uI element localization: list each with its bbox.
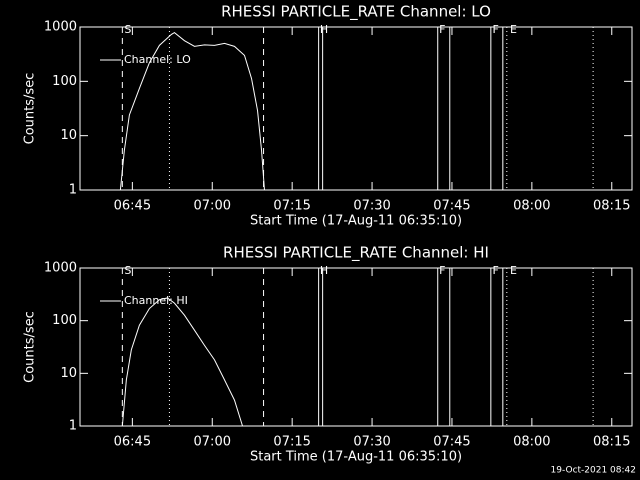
x-tick-label: 07:45 <box>433 199 470 214</box>
x-tick-label: 06:45 <box>114 435 151 450</box>
x-tick-label: 06:45 <box>114 199 151 214</box>
flag-label: H <box>320 264 328 277</box>
plot-frame <box>79 267 633 427</box>
flag-label: F <box>439 23 445 36</box>
x-tick-label: 08:00 <box>513 435 550 450</box>
y-tick-label: 100 <box>52 313 77 328</box>
data-line <box>119 31 265 191</box>
data-line <box>121 297 243 427</box>
footer-date: 19-Oct-2021 08:42 <box>551 466 636 476</box>
x-tick-label: 08:15 <box>593 435 630 450</box>
chart-title: RHESSI PARTICLE_RATE Channel: LO <box>221 3 491 22</box>
chart-title: RHESSI PARTICLE_RATE Channel: HI <box>223 244 489 263</box>
y-tick-label: 10 <box>60 128 77 143</box>
x-tick-label: 07:15 <box>273 199 310 214</box>
x-tick-label: 07:00 <box>194 199 231 214</box>
flag-label: E <box>510 264 517 277</box>
y-axis-label: Counts/sec <box>23 311 38 383</box>
x-tick-label: 07:45 <box>433 435 470 450</box>
flag-label: F <box>439 264 445 277</box>
plot-frame <box>79 26 633 191</box>
x-tick-label: 08:00 <box>513 199 550 214</box>
y-tick-label: 10 <box>60 366 77 381</box>
flag-label: H <box>320 23 328 36</box>
x-axis-label: Start Time (17-Aug-11 06:35:10) <box>250 450 462 465</box>
flag-label: F <box>492 264 498 277</box>
x-tick-label: 07:30 <box>353 435 390 450</box>
flag-label: F <box>492 23 498 36</box>
x-tick-label: 07:15 <box>273 435 310 450</box>
y-tick-label: 1 <box>69 419 77 434</box>
x-axis-label: Start Time (17-Aug-11 06:35:10) <box>250 214 462 229</box>
y-axis-label: Counts/sec <box>23 73 38 145</box>
legend-label: Channel: LO <box>124 53 191 66</box>
y-tick-label: 100 <box>52 74 77 89</box>
flag-label: S <box>124 264 131 277</box>
legend-label: Channel: HI <box>124 294 188 307</box>
flag-label: S <box>124 23 131 36</box>
x-tick-label: 08:15 <box>593 199 630 214</box>
x-tick-label: 07:00 <box>194 435 231 450</box>
y-tick-label: 1 <box>69 183 77 198</box>
y-tick-label: 1000 <box>44 261 77 276</box>
flag-label: E <box>510 23 517 36</box>
x-tick-label: 07:30 <box>353 199 390 214</box>
y-tick-label: 1000 <box>44 20 77 35</box>
